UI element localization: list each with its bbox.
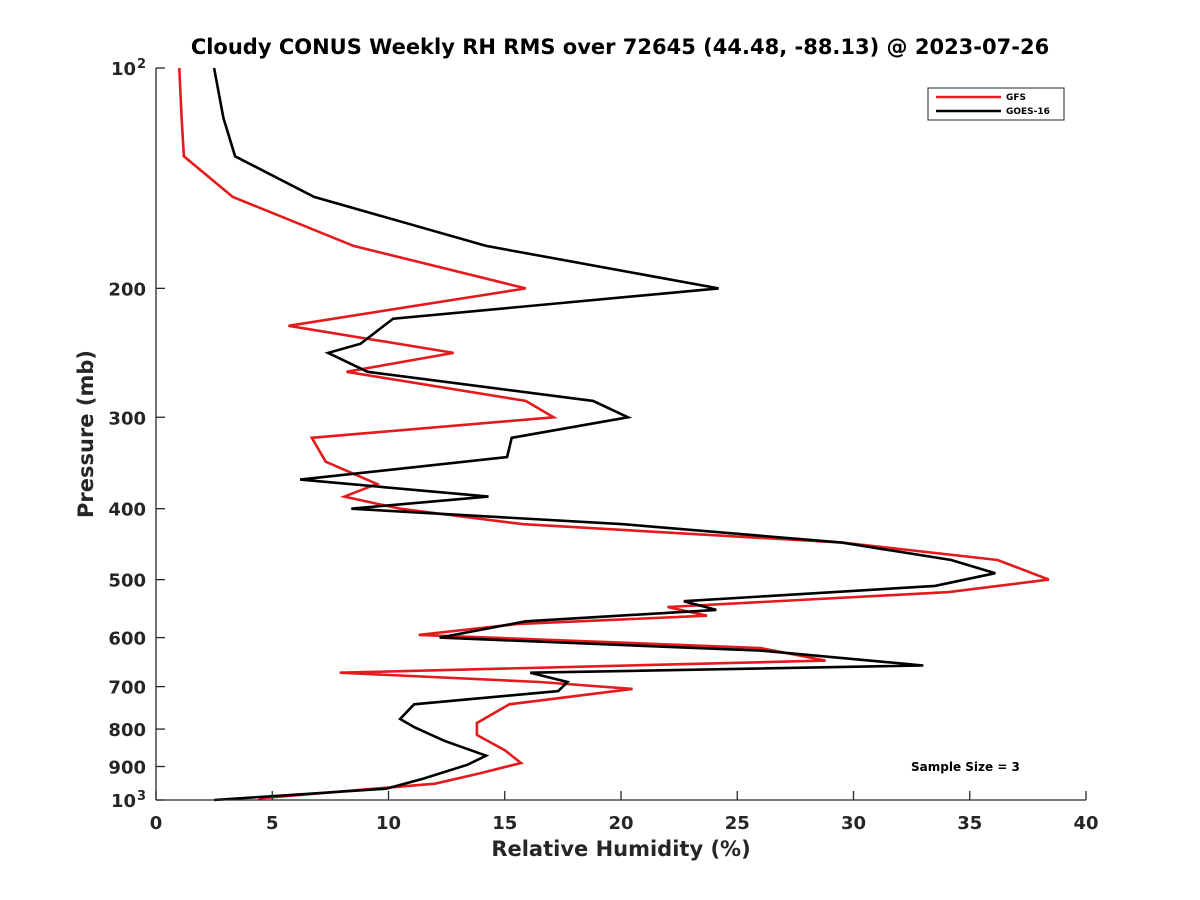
y-tick-label: 10 bbox=[111, 59, 136, 80]
legend-label-goes16: GOES-16 bbox=[1006, 107, 1050, 117]
y-tick-label: 200 bbox=[108, 279, 146, 300]
x-tick-label: 25 bbox=[725, 813, 750, 834]
x-ticks: 0 5 10 15 20 25 30 35 40 bbox=[150, 791, 1099, 834]
y-tick-exponent: 3 bbox=[137, 789, 146, 804]
series-layer bbox=[178, 67, 1050, 802]
legend: GFS GOES-16 bbox=[927, 87, 1065, 121]
sample-size-annotation: Sample Size = 3 bbox=[911, 760, 1020, 774]
legend-label-gfs: GFS bbox=[1006, 93, 1026, 103]
series-line-gfs bbox=[178, 67, 1050, 800]
plot-area bbox=[156, 68, 1086, 800]
x-tick-label: 35 bbox=[957, 813, 982, 834]
x-tick-label: 15 bbox=[492, 813, 517, 834]
chart-title: Cloudy CONUS Weekly RH RMS over 72645 (4… bbox=[191, 35, 1049, 59]
x-tick-label: 10 bbox=[376, 813, 401, 834]
y-tick-label: 600 bbox=[108, 629, 146, 650]
y-tick-label: 10 bbox=[111, 791, 136, 812]
x-tick-label: 30 bbox=[841, 813, 866, 834]
x-tick-label: 5 bbox=[266, 813, 279, 834]
x-tick-label: 0 bbox=[150, 813, 163, 834]
y-tick-label: 700 bbox=[108, 678, 146, 699]
y-tick-label: 500 bbox=[108, 571, 146, 592]
y-tick-label: 300 bbox=[108, 408, 146, 429]
y-tick-label: 400 bbox=[108, 500, 146, 521]
y-axis-label: Pressure (mb) bbox=[74, 350, 98, 518]
y-tick-exponent: 2 bbox=[137, 57, 146, 72]
series-line-goes-16 bbox=[212, 67, 996, 802]
x-tick-label: 20 bbox=[608, 813, 633, 834]
legend-box bbox=[927, 87, 1065, 121]
x-axis-label: Relative Humidity (%) bbox=[491, 837, 750, 861]
y-tick-label: 900 bbox=[108, 758, 146, 779]
x-tick-label: 40 bbox=[1073, 813, 1098, 834]
y-tick-label: 800 bbox=[108, 720, 146, 741]
